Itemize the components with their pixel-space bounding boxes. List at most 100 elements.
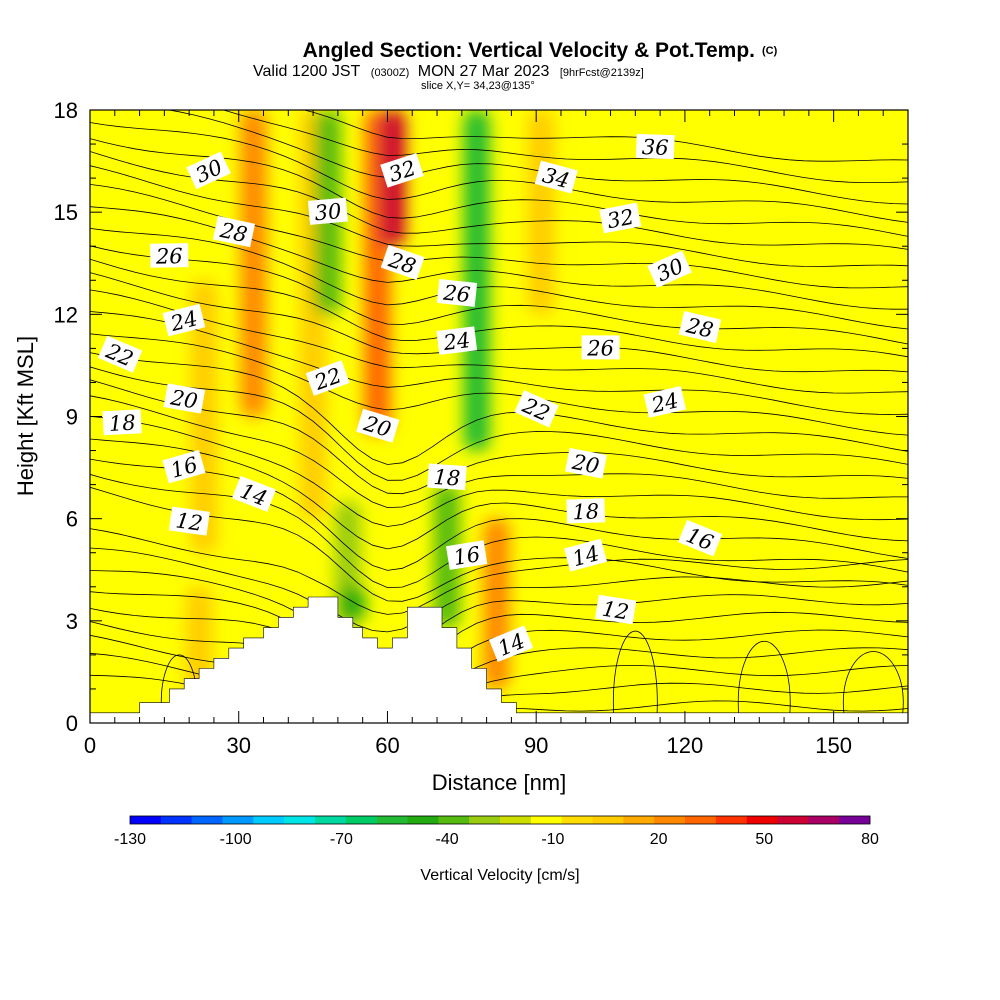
contour-label-text: 20	[168, 385, 199, 413]
colorbar-swatch	[222, 816, 254, 824]
contour-label-box	[488, 625, 534, 663]
contour-label-box	[186, 151, 231, 190]
contour-label: 30	[307, 197, 348, 225]
contour-line	[90, 151, 908, 250]
contour-line	[90, 228, 908, 330]
subtitle-date: MON 27 Mar 2023	[418, 63, 550, 80]
contour-label-box	[150, 243, 189, 268]
x-tick-label: 150	[815, 733, 852, 758]
contour-label-text: 26	[441, 280, 471, 307]
contour-labels: 3028262422201816141230322826242220181614…	[97, 133, 723, 663]
contour-label-box	[380, 153, 424, 188]
contour-line	[842, 651, 904, 723]
contour-label-box	[564, 538, 607, 572]
colorbar-swatch	[284, 816, 316, 824]
colorbar-swatch	[345, 816, 377, 824]
contour-label-box	[635, 133, 675, 160]
contour-label: 12	[168, 506, 210, 536]
colorbar-swatch	[160, 816, 192, 824]
contour-label-box	[678, 311, 722, 343]
contour-label: 18	[102, 409, 142, 436]
contour-label-text: 18	[433, 465, 461, 491]
contour-line	[90, 333, 908, 436]
subtitle-zulu: (0300Z)	[371, 67, 410, 79]
contour-label-box	[102, 409, 142, 436]
contour-line	[90, 438, 908, 550]
contour-line	[90, 289, 908, 394]
contour-label-box	[566, 498, 606, 524]
colorbar: -130 -100 -70 -40 -10 20 50 80	[114, 815, 879, 848]
contour-line	[90, 366, 908, 481]
contour-label-text: 18	[108, 411, 136, 436]
colorbar-swatch	[376, 816, 408, 824]
contour-line	[90, 528, 908, 615]
contour-label-box	[643, 385, 687, 418]
contour-line	[90, 547, 908, 633]
colorbar-swatch	[839, 816, 871, 824]
contour-label-text: 12	[174, 508, 204, 535]
contour-label-box	[168, 506, 210, 536]
contour-label: 28	[678, 311, 722, 343]
contour-line	[90, 138, 908, 237]
colorbar-swatch	[654, 816, 686, 824]
contour-label-box	[436, 326, 478, 355]
plot-area: 3028262422201816141230322826242220181614…	[89, 109, 909, 724]
colorbar-tick-label: 80	[861, 831, 879, 848]
contour-label: 26	[150, 243, 189, 269]
contour-label-text: 16	[452, 542, 482, 570]
y-tick-label: 15	[54, 200, 78, 225]
contour-label: 20	[163, 383, 206, 414]
contour-label-box	[599, 202, 642, 234]
terrain-mask	[89, 596, 909, 724]
colorbar-swatch	[530, 816, 562, 824]
colorbar-swatch	[130, 816, 162, 824]
contour-label-box	[163, 383, 206, 414]
contour-label-box	[446, 540, 488, 570]
contour-line	[90, 245, 908, 345]
x-tick-label: 90	[524, 733, 548, 758]
contour-label-text: 36	[641, 135, 669, 160]
chart-subtitle: Valid 1200 JST (0300Z) MON 27 Mar 2023 […	[253, 63, 644, 80]
contour-label-text: 32	[605, 205, 636, 234]
contour-label: 20	[565, 447, 607, 479]
contour-label-box	[212, 215, 256, 248]
colorbar-tick-label: -100	[220, 831, 252, 848]
contour-line	[166, 110, 908, 205]
colorbar-swatch	[592, 816, 624, 824]
x-tick-label: 30	[226, 733, 250, 758]
y-tick-label: 0	[66, 711, 78, 736]
contour-label-box	[162, 449, 206, 484]
contour-label-box	[534, 160, 578, 194]
colorbar-swatch	[715, 816, 747, 824]
colorbar-swatch	[746, 816, 778, 824]
contour-label-box	[678, 519, 723, 557]
contour-label-text: 18	[572, 499, 600, 524]
slice-info: slice X,Y= 34,23@135°	[421, 80, 535, 92]
colorbar-swatch	[623, 816, 655, 824]
contour-label: 12	[595, 594, 637, 625]
contour-line	[90, 311, 908, 415]
contour-label-box	[514, 390, 559, 428]
contour-line	[90, 272, 908, 373]
contour-label: 26	[581, 335, 620, 360]
contour-line	[302, 110, 908, 162]
contour-label-box	[356, 408, 400, 443]
colorbar-swatch	[315, 816, 347, 824]
subtitle-forecast: [9hrFcst@2139z]	[560, 67, 644, 79]
colorbar-swatch	[253, 816, 285, 824]
contour-label-box	[380, 244, 425, 280]
colorbar-swatch	[777, 816, 809, 824]
contour-label-text: 26	[155, 244, 183, 268]
x-axis-label: Distance [nm]	[432, 770, 567, 795]
velocity-column-0	[240, 110, 267, 417]
y-tick-label: 12	[54, 302, 78, 327]
velocity-column-9	[463, 110, 490, 451]
colorbar-swatch	[191, 816, 223, 824]
x-axis: 0 30 60 90 120 150	[84, 110, 909, 758]
contour-label-box	[565, 447, 607, 479]
contour-label-box	[97, 335, 143, 373]
contour-label: 28	[380, 244, 425, 280]
y-tick-label: 6	[66, 507, 78, 532]
contour-line	[90, 165, 908, 267]
